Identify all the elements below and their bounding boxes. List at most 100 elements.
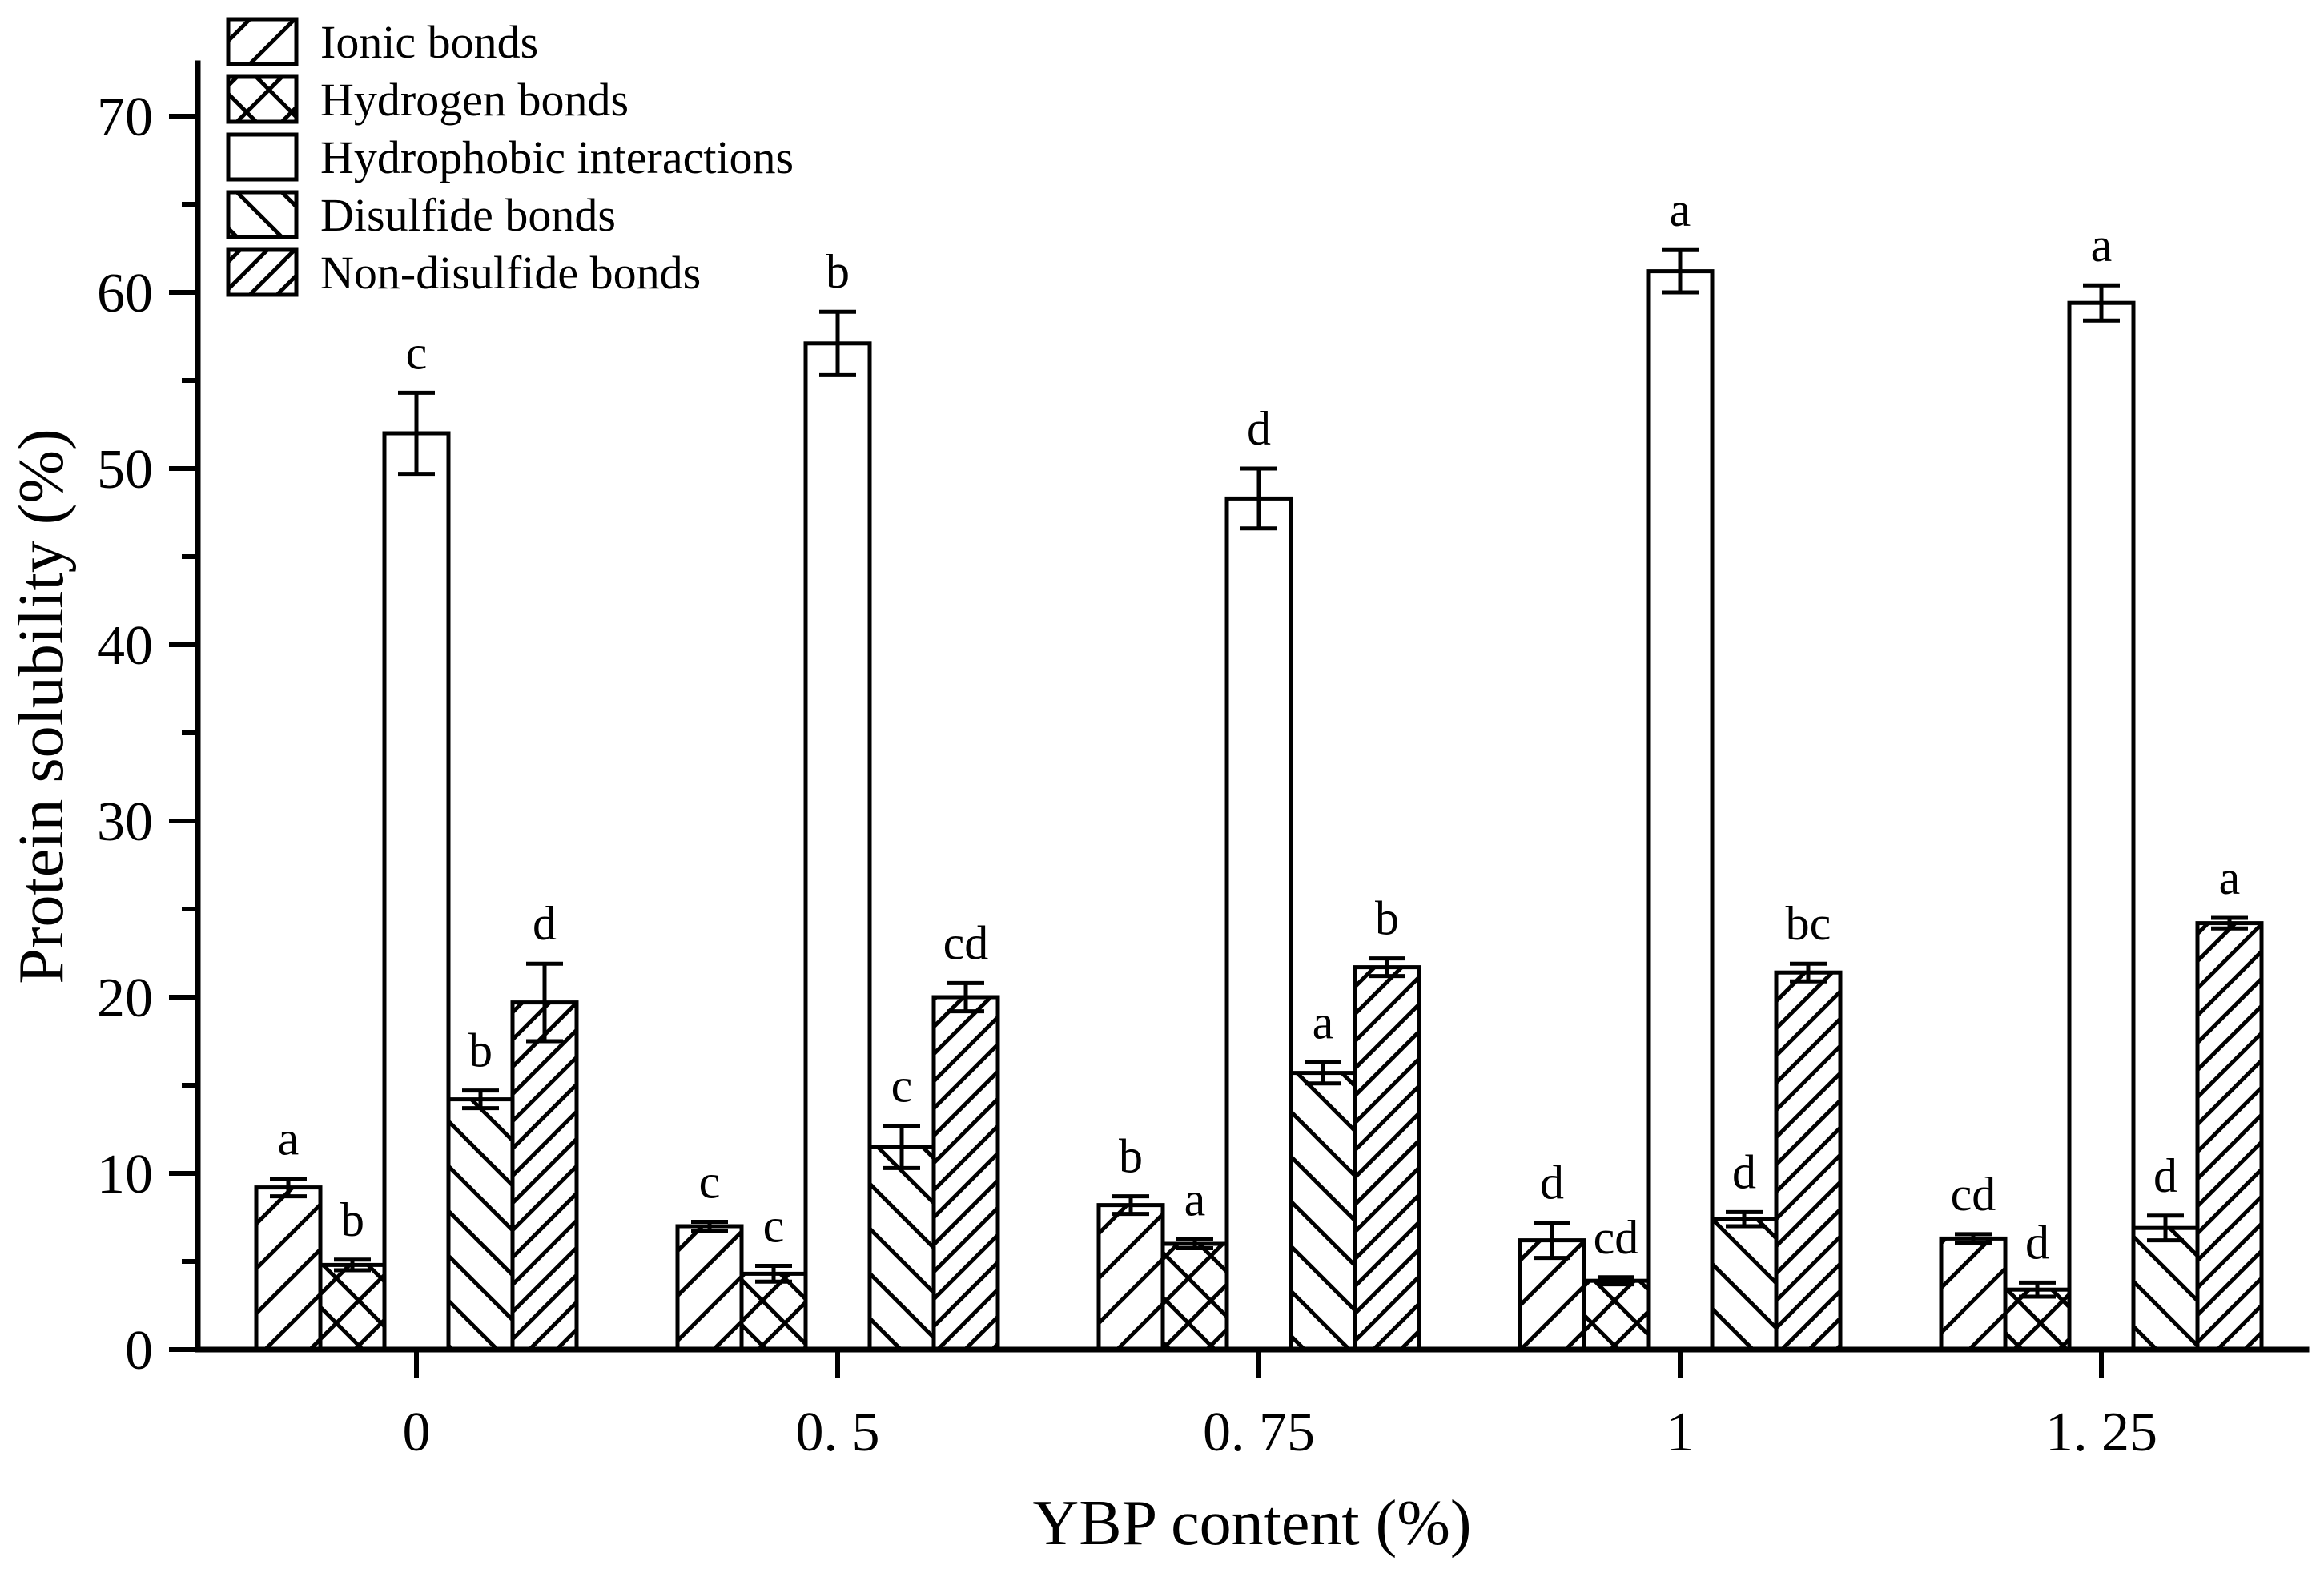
bar (1582, 1278, 1651, 1352)
significance-letter: d (2153, 1149, 2177, 1202)
error-bar (1112, 1194, 1149, 1217)
significance-letter: cd (1951, 1168, 1996, 1221)
bar (1160, 1241, 1229, 1352)
significance-letter: b (826, 245, 850, 298)
significance-letter: d (2025, 1216, 2049, 1269)
error-bar (1369, 956, 1405, 979)
legend-swatch (226, 17, 299, 66)
error-bar (1534, 1221, 1570, 1261)
x-axis-title: YBP content (%) (1032, 1488, 1471, 1559)
significance-letter: d (1540, 1157, 1564, 1209)
error-bar (883, 1124, 920, 1170)
legend-swatch (226, 247, 299, 297)
error-bar (334, 1257, 371, 1273)
x-tick-label: 0. 75 (1203, 1402, 1315, 1463)
bar (1939, 1236, 2008, 1352)
bar (867, 1145, 936, 1352)
error-bar (1176, 1237, 1213, 1250)
legend-label: Hydrogen bonds (320, 74, 629, 126)
significance-letter: b (1375, 892, 1399, 945)
significance-letter: a (1313, 996, 1334, 1048)
error-bar (819, 309, 856, 377)
bar (1096, 1203, 1165, 1352)
legend-swatch (226, 190, 299, 239)
legend-swatch (226, 74, 299, 124)
error-bar (1240, 466, 1277, 531)
significance-letter: c (406, 326, 428, 379)
error-bar (1598, 1275, 1634, 1287)
error-bar (1726, 1209, 1763, 1229)
significance-letter: a (2219, 851, 2241, 904)
error-bar (2019, 1280, 2056, 1299)
y-tick-label: 10 (97, 1144, 153, 1205)
error-bar (270, 1177, 307, 1199)
error-bar (1305, 1060, 1341, 1086)
x-tick-label: 1. 25 (2045, 1402, 2157, 1463)
significance-letter: a (2091, 219, 2113, 272)
significance-letter: a (1670, 183, 1691, 236)
significance-letter: d (1247, 402, 1271, 455)
x-tick-label: 0 (403, 1402, 431, 1463)
error-bar (2211, 915, 2248, 931)
legend-label: Disulfide bonds (320, 189, 616, 241)
significance-letter: c (699, 1156, 721, 1209)
legend-label: Non-disulfide bonds (320, 247, 701, 299)
bar (318, 1262, 387, 1352)
bar (1710, 1217, 1779, 1352)
bar (1224, 496, 1293, 1352)
bar (1289, 1071, 1357, 1352)
significance-letter: cd (1594, 1211, 1639, 1264)
bar (675, 1224, 744, 1352)
error-bar (947, 980, 984, 1014)
y-tick-label: 70 (97, 86, 153, 148)
legend-label: Hydrophobic interactions (320, 131, 794, 183)
bar (2067, 300, 2136, 1352)
x-tick-label: 1 (1667, 1402, 1695, 1463)
bar (739, 1271, 808, 1352)
significance-letter: cd (943, 916, 989, 969)
error-bar (1662, 247, 1699, 295)
legend-label: Ionic bonds (320, 16, 538, 68)
bar (2195, 921, 2264, 1352)
significance-letter: a (1184, 1173, 1206, 1226)
significance-letter: c (891, 1060, 913, 1112)
bar (510, 1000, 579, 1352)
significance-letter: b (1119, 1130, 1143, 1183)
significance-letter: c (763, 1200, 785, 1253)
y-tick-label: 30 (97, 791, 153, 853)
y-tick-label: 50 (97, 439, 153, 501)
error-bar (2083, 283, 2120, 323)
error-bar (398, 390, 435, 477)
bar (2131, 1225, 2200, 1352)
significance-letter: a (278, 1112, 300, 1165)
y-tick-label: 20 (97, 968, 153, 1029)
bar (803, 341, 872, 1352)
bar (446, 1097, 515, 1352)
y-tick-label: 40 (97, 615, 153, 677)
error-bar (2147, 1213, 2184, 1243)
y-tick-label: 0 (125, 1320, 153, 1382)
y-axis-title: Protein solubility (%) (6, 428, 77, 984)
bar (1646, 269, 1715, 1352)
bar (1353, 965, 1421, 1352)
significance-letter: b (340, 1193, 364, 1246)
bar (382, 431, 451, 1352)
error-bar (526, 961, 563, 1044)
error-bar (1790, 961, 1827, 984)
error-bar (462, 1088, 499, 1111)
error-bar (755, 1264, 792, 1284)
error-bar (691, 1220, 728, 1233)
significance-letter: d (533, 897, 557, 950)
error-bar (1955, 1232, 1992, 1245)
significance-letter: bc (1786, 897, 1831, 950)
legend-swatch (226, 132, 299, 182)
significance-letter: d (1732, 1145, 1756, 1198)
bar (1774, 970, 1843, 1352)
significance-letter: b (468, 1024, 493, 1077)
bar (254, 1185, 323, 1352)
bar (931, 995, 1000, 1352)
x-tick-label: 0. 5 (796, 1402, 880, 1463)
